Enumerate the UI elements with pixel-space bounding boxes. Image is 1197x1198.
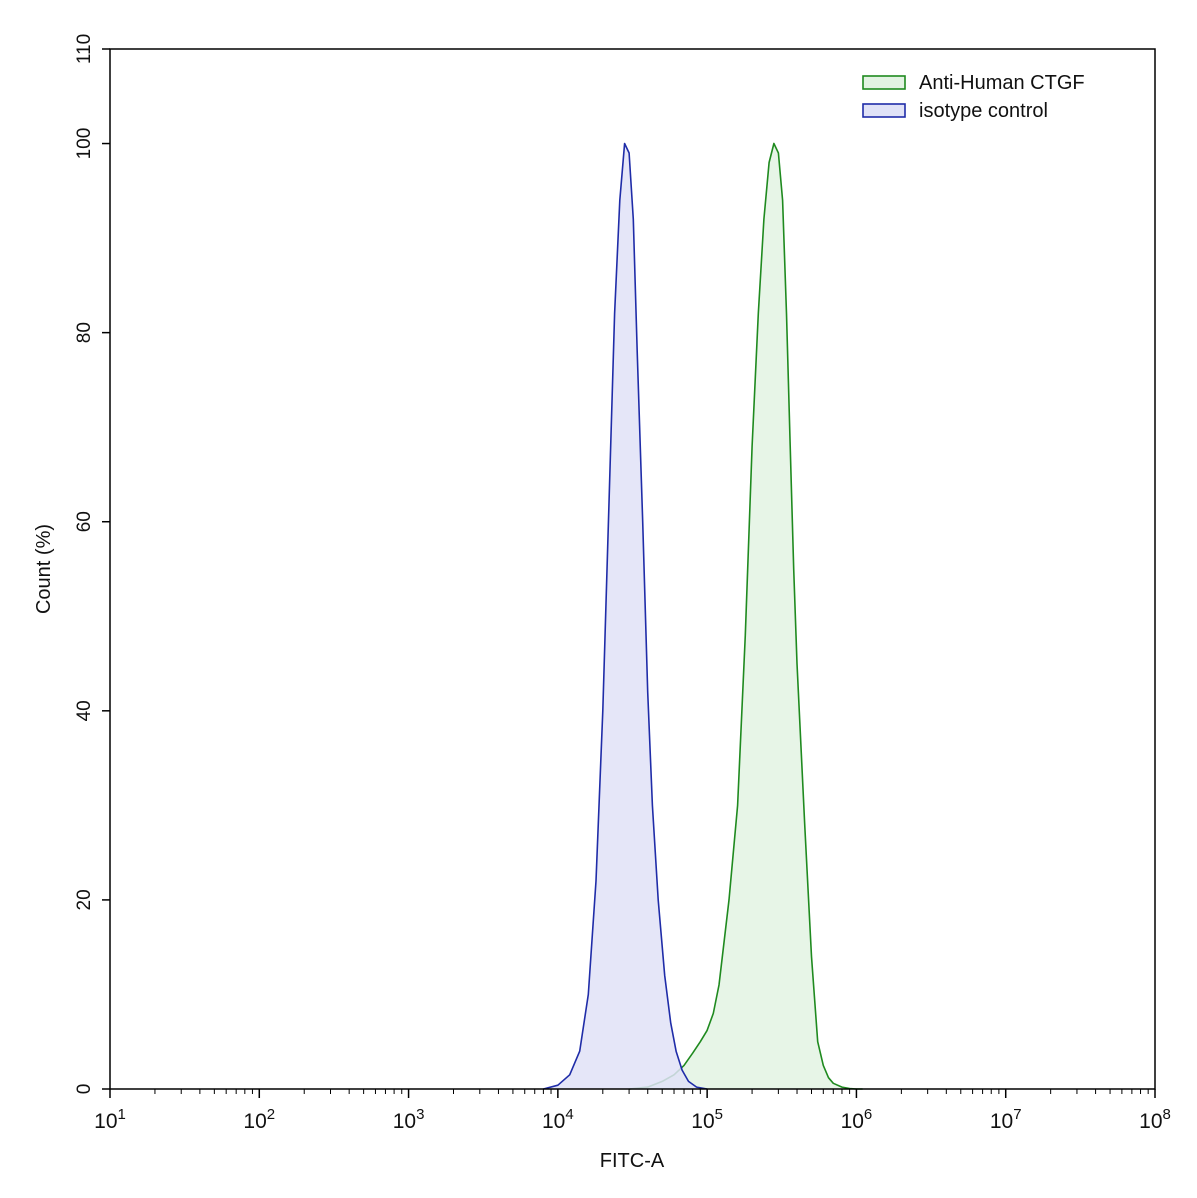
y-tick-label-6: 110 — [74, 34, 95, 64]
y-tick-label-1: 20 — [74, 889, 95, 910]
y-axis-label: Count (%) — [33, 524, 55, 614]
y-axis: 0 20 40 60 80 100 110 — [74, 34, 110, 1094]
x-tick-label-6: 107 — [990, 1106, 1022, 1133]
y-tick-label-3: 60 — [74, 511, 95, 532]
legend: Anti-Human CTGF isotype control — [862, 72, 1085, 122]
legend-label-1: isotype control — [919, 100, 1048, 122]
x-axis: 101 102 103 104 105 106 107 108 — [94, 1089, 1171, 1133]
y-tick-label-0: 0 — [74, 1084, 95, 1095]
legend-label-0: Anti-Human CTGF — [919, 72, 1085, 94]
y-tick-label-2: 40 — [74, 700, 95, 721]
series-area-1 — [543, 143, 708, 1089]
plot-frame — [109, 48, 1156, 1090]
x-tick-label-2: 103 — [393, 1106, 425, 1133]
x-tick-label-7: 108 — [1139, 1106, 1171, 1133]
y-tick-label-4: 80 — [74, 322, 95, 343]
x-tick-label-4: 105 — [691, 1106, 723, 1133]
x-tick-label-0: 101 — [94, 1106, 126, 1133]
x-tick-label-3: 104 — [542, 1106, 574, 1133]
x-tick-label-5: 106 — [841, 1106, 873, 1133]
x-tick-label-1: 102 — [243, 1106, 275, 1133]
x-axis-label: FITC-A — [600, 1150, 665, 1172]
series-line-1 — [543, 142, 708, 1090]
series-line-0 — [629, 142, 863, 1090]
legend-swatch-0 — [862, 75, 906, 90]
series-area-0 — [629, 143, 863, 1089]
legend-swatch-1 — [862, 103, 906, 118]
series-layer — [543, 142, 863, 1090]
y-tick-label-5: 100 — [74, 128, 95, 160]
